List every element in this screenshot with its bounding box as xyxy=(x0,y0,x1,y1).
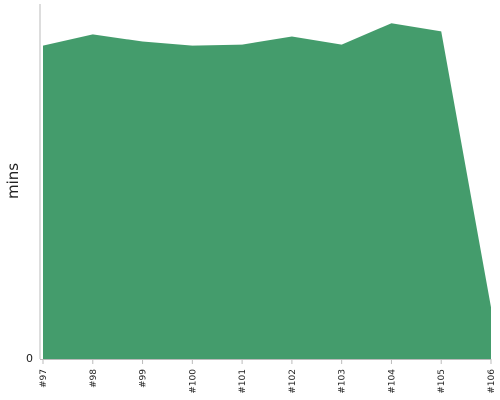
y-axis-label: mins xyxy=(4,163,22,199)
x-tick-label: #105 xyxy=(437,369,447,394)
plot-area xyxy=(43,23,491,360)
axes xyxy=(39,4,491,360)
y-tick-label: 0 xyxy=(26,352,33,365)
x-tick-label: #100 xyxy=(188,369,198,394)
x-tick-label: #101 xyxy=(238,369,248,394)
area-series xyxy=(43,23,491,360)
x-tick-label: #103 xyxy=(338,369,348,394)
y-axis-ticks: 0 xyxy=(26,352,33,365)
x-tick-label: #106 xyxy=(487,369,497,394)
x-axis-ticks: #97 #98 #99 #100 #101 #102 #103 #104 #105 #106 xyxy=(39,359,497,394)
x-tick-label: #98 xyxy=(89,369,99,388)
x-tick-label: #99 xyxy=(139,369,149,388)
x-tick-label: #104 xyxy=(387,369,397,394)
x-tick-label: #97 xyxy=(39,369,49,388)
x-tick-label: #102 xyxy=(288,369,298,394)
